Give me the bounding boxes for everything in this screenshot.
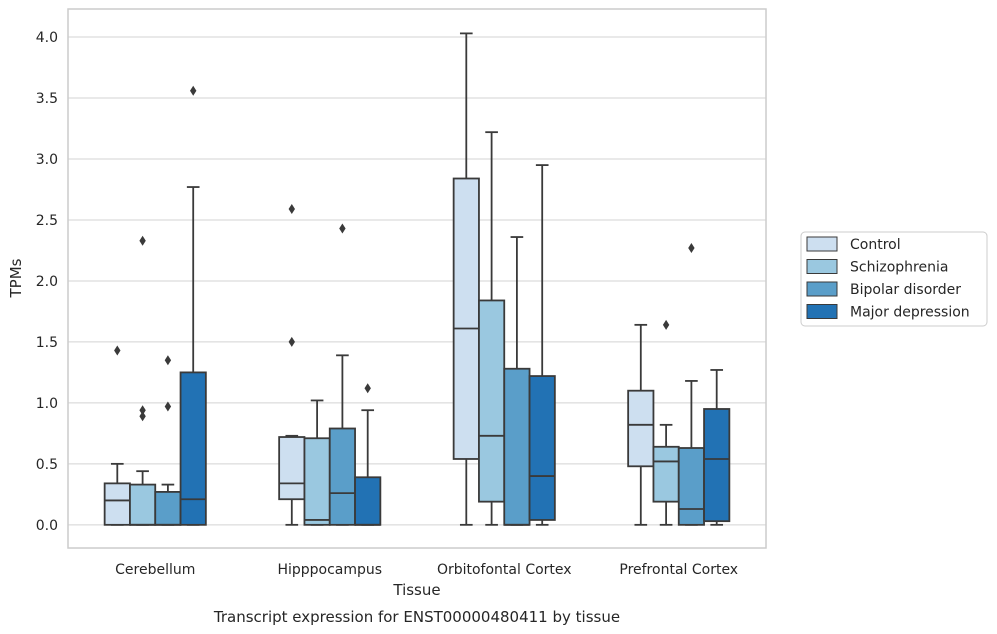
legend-entry: Schizophrenia bbox=[850, 260, 948, 276]
box-1-1 bbox=[103, 482, 131, 526]
box-4-3 bbox=[528, 375, 556, 521]
y-tick-label: 0.0 bbox=[36, 518, 58, 534]
outlier-point bbox=[288, 203, 295, 214]
x-axis-label: Tissue bbox=[392, 581, 440, 599]
legend-entry: Bipolar disorder bbox=[850, 282, 961, 298]
legend: Control Schizophrenia Bipolar disorder Majo… bbox=[800, 231, 988, 327]
y-tick-label: 4.0 bbox=[36, 30, 58, 46]
x-tick-label: Orbitofontal Cortex bbox=[437, 562, 572, 578]
legend-swatch bbox=[806, 281, 838, 297]
box-2-4 bbox=[652, 445, 680, 503]
y-tick-label: 2.5 bbox=[36, 213, 58, 229]
y-axis-ticks: 0.0 0.5 1.0 1.5 2.0 2.5 3.0 3.5 4.0 bbox=[36, 30, 58, 534]
outlier-point bbox=[364, 383, 371, 394]
outlier-point bbox=[662, 319, 670, 330]
plot-frame bbox=[67, 8, 767, 549]
y-tick-label: 1.5 bbox=[36, 335, 58, 351]
outlier-point bbox=[139, 235, 146, 246]
box-3-3 bbox=[503, 367, 531, 526]
outlier-point bbox=[288, 336, 295, 347]
box-4-4 bbox=[703, 408, 731, 523]
chart-caption: Transcript expression for ENST0000048041… bbox=[213, 608, 620, 626]
box-3-4 bbox=[677, 447, 705, 526]
legend-swatch bbox=[806, 236, 838, 252]
box-1-3 bbox=[452, 177, 480, 460]
outlier-point bbox=[164, 355, 172, 366]
box-series bbox=[103, 32, 731, 526]
box-3-2 bbox=[328, 427, 356, 526]
outlier-point bbox=[339, 223, 346, 234]
x-tick-label: Cerebellum bbox=[115, 562, 195, 578]
x-tick-label: Prefrontal Cortex bbox=[619, 562, 738, 578]
outlier-point bbox=[114, 345, 121, 356]
box-4-2 bbox=[354, 476, 382, 526]
y-tick-label: 2.0 bbox=[36, 274, 58, 290]
box-2-1 bbox=[129, 483, 157, 526]
box-2-2 bbox=[303, 437, 331, 526]
outlier-point bbox=[139, 405, 146, 416]
box-4-1 bbox=[179, 371, 207, 526]
outlier-point bbox=[190, 85, 197, 96]
box-3-1 bbox=[154, 491, 182, 526]
outlier-point bbox=[139, 411, 146, 422]
y-tick-label: 1.0 bbox=[36, 396, 58, 412]
x-axis-ticks: Cerebellum Hipppocampus Orbitofontal Corte… bbox=[115, 562, 738, 578]
y-tick-label: 0.5 bbox=[36, 457, 58, 473]
x-tick-label: Hipppocampus bbox=[277, 562, 382, 578]
box-1-2 bbox=[278, 436, 306, 501]
legend-entry: Major depression bbox=[850, 305, 970, 321]
box-2-3 bbox=[478, 299, 506, 503]
legend-entry: Control bbox=[850, 237, 901, 253]
box-1-4 bbox=[627, 389, 655, 468]
legend-swatch bbox=[806, 259, 838, 274]
legend-frame bbox=[800, 231, 988, 327]
outlier-point bbox=[688, 243, 695, 254]
y-axis-label: TPMs bbox=[7, 258, 25, 298]
y-tick-label: 3.0 bbox=[36, 152, 58, 168]
y-tick-label: 3.5 bbox=[36, 91, 58, 107]
outlier-point bbox=[164, 401, 172, 412]
legend-swatch bbox=[806, 304, 838, 319]
